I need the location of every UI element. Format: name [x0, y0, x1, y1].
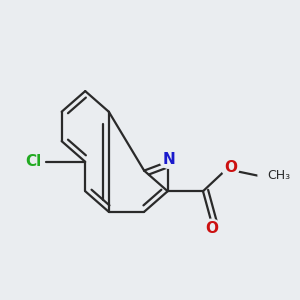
Circle shape: [25, 152, 43, 170]
Text: O: O: [224, 160, 237, 175]
Circle shape: [221, 159, 239, 176]
Circle shape: [160, 151, 177, 168]
Circle shape: [258, 167, 276, 185]
Text: CH₃: CH₃: [267, 169, 290, 182]
Text: Cl: Cl: [26, 154, 42, 169]
Circle shape: [203, 219, 221, 237]
Text: N: N: [162, 152, 175, 167]
Text: O: O: [205, 220, 218, 236]
